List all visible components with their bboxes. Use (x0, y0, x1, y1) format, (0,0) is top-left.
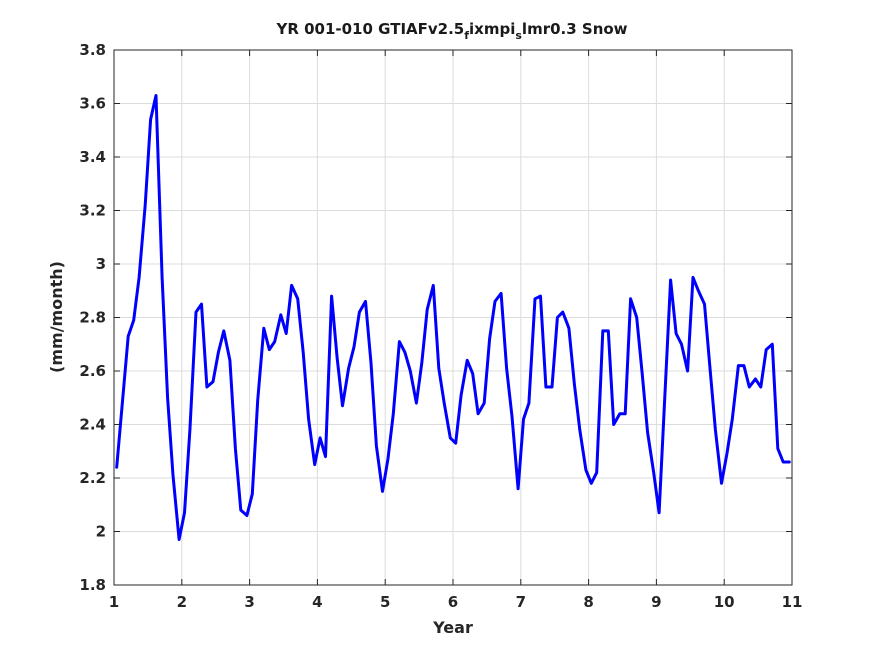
y-tick-label: 2.8 (79, 309, 106, 327)
y-tick-label: 2 (96, 523, 106, 541)
y-tick-label: 2.6 (79, 362, 106, 380)
series-line (115, 94, 791, 541)
x-tick-labels: 1 2 3 4 5 6 7 8 9 10 11 (109, 593, 803, 611)
x-tick-label: 4 (312, 593, 322, 611)
y-tick-label: 2.4 (79, 416, 106, 434)
x-tick-label: 5 (380, 593, 390, 611)
y-tick-label: 3.6 (79, 95, 106, 113)
y-tick-labels: 1.8 2 2.2 2.4 2.6 2.8 3 3.2 3.4 3.6 3.8 (79, 41, 106, 594)
x-tick-label: 2 (177, 593, 187, 611)
y-tick-label: 3.8 (79, 41, 106, 59)
x-tick-label: 1 (109, 593, 119, 611)
y-tick-label: 3.4 (79, 148, 106, 166)
x-tick-label: 3 (244, 593, 254, 611)
y-tick-label: 3 (96, 255, 106, 273)
x-tick-label: 6 (448, 593, 458, 611)
x-tick-label: 11 (782, 593, 803, 611)
y-tick-label: 1.8 (79, 576, 106, 594)
x-tick-label: 8 (583, 593, 593, 611)
tick-marks (113, 49, 793, 586)
y-tick-label: 3.2 (79, 202, 106, 220)
x-tick-label: 7 (516, 593, 526, 611)
y-tick-label: 2.2 (79, 469, 106, 487)
y-axis-label: (mm/month) (47, 261, 66, 373)
x-tick-label: 10 (714, 593, 735, 611)
x-axis-label: Year (432, 618, 473, 637)
chart-title: YR 001-010 GTIAFv2.5fixmpislmr0.3 Snow (275, 20, 627, 42)
data-series-group (115, 94, 791, 541)
x-tick-label: 9 (651, 593, 661, 611)
